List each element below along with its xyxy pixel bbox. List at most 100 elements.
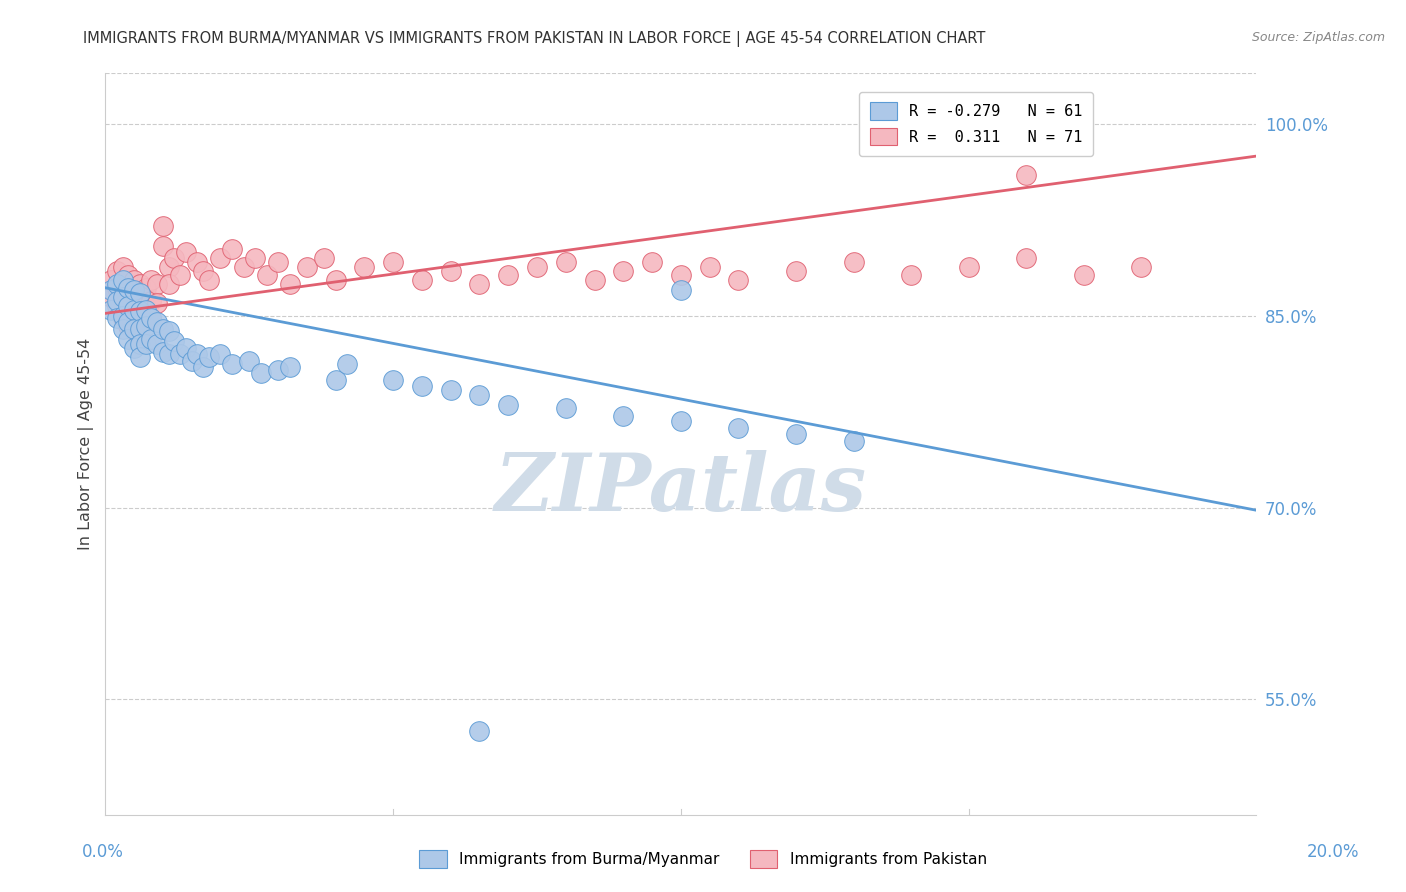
Point [122,324,145,338]
Text: Source: ZipAtlas.com: Source: ZipAtlas.com [1251,31,1385,45]
Point [105,277,128,291]
Point [122,306,145,320]
Point [174,341,197,355]
Point [105,281,128,295]
Point [193,264,215,278]
Point [117,281,139,295]
Point [267,362,290,376]
Point [117,332,139,346]
Point [135,315,157,329]
Point [146,296,169,310]
Point [152,344,174,359]
Point [129,277,152,291]
Point [669,283,692,297]
Point [186,347,208,361]
Point [699,260,721,275]
Point [129,293,152,308]
Point [141,273,163,287]
Point [382,373,405,387]
Point [411,379,433,393]
Point [122,321,145,335]
Point [105,311,128,326]
Point [141,311,163,326]
Point [1015,252,1038,266]
Point [129,285,152,300]
Point [727,421,749,435]
Point [842,434,865,449]
Point [117,285,139,300]
Point [129,328,152,343]
Point [186,255,208,269]
Point [325,373,347,387]
Point [325,273,347,287]
Point [135,319,157,334]
Point [122,290,145,304]
Point [440,264,463,278]
Point [612,264,634,278]
Point [129,311,152,326]
Point [243,252,266,266]
Point [785,264,807,278]
Point [105,299,128,313]
Point [135,302,157,317]
Point [157,347,180,361]
Point [129,350,152,364]
Point [135,299,157,313]
Point [100,290,122,304]
Point [105,264,128,278]
Point [554,401,576,415]
Point [1130,260,1153,275]
Point [135,337,157,351]
Point [122,341,145,355]
Text: IMMIGRANTS FROM BURMA/MYANMAR VS IMMIGRANTS FROM PAKISTAN IN LABOR FORCE | AGE 4: IMMIGRANTS FROM BURMA/MYANMAR VS IMMIGRA… [83,31,986,47]
Point [468,724,491,739]
Point [468,277,491,291]
Point [129,337,152,351]
Point [169,268,191,282]
Point [221,358,243,372]
Point [169,347,191,361]
Point [1015,168,1038,182]
Point [209,347,232,361]
Point [122,273,145,287]
Point [157,260,180,275]
Point [336,358,359,372]
Point [669,414,692,428]
Text: ZIPatlas: ZIPatlas [495,450,868,527]
Point [111,260,134,275]
Point [111,290,134,304]
Point [382,255,405,269]
Point [554,255,576,269]
Point [900,268,922,282]
Point [152,219,174,234]
Point [146,315,169,329]
Point [117,299,139,313]
Point [278,359,301,374]
Point [111,311,134,326]
Point [785,426,807,441]
Point [141,293,163,308]
Point [256,268,278,282]
Point [232,260,254,275]
Legend: Immigrants from Burma/Myanmar, Immigrants from Pakistan: Immigrants from Burma/Myanmar, Immigrant… [411,841,995,877]
Point [122,283,145,297]
Point [129,321,152,335]
Point [117,315,139,329]
Point [135,281,157,295]
Point [111,293,134,308]
Point [163,252,186,266]
Point [174,244,197,259]
Point [117,302,139,317]
Point [100,302,122,317]
Point [100,273,122,287]
Point [129,303,152,318]
Point [249,367,271,381]
Legend: R = -0.279   N = 61, R =  0.311   N = 71: R = -0.279 N = 61, R = 0.311 N = 71 [859,92,1094,156]
Point [152,321,174,335]
Point [612,409,634,423]
Point [209,252,232,266]
Point [238,353,260,368]
Point [111,277,134,291]
Point [180,353,202,368]
Point [152,238,174,252]
